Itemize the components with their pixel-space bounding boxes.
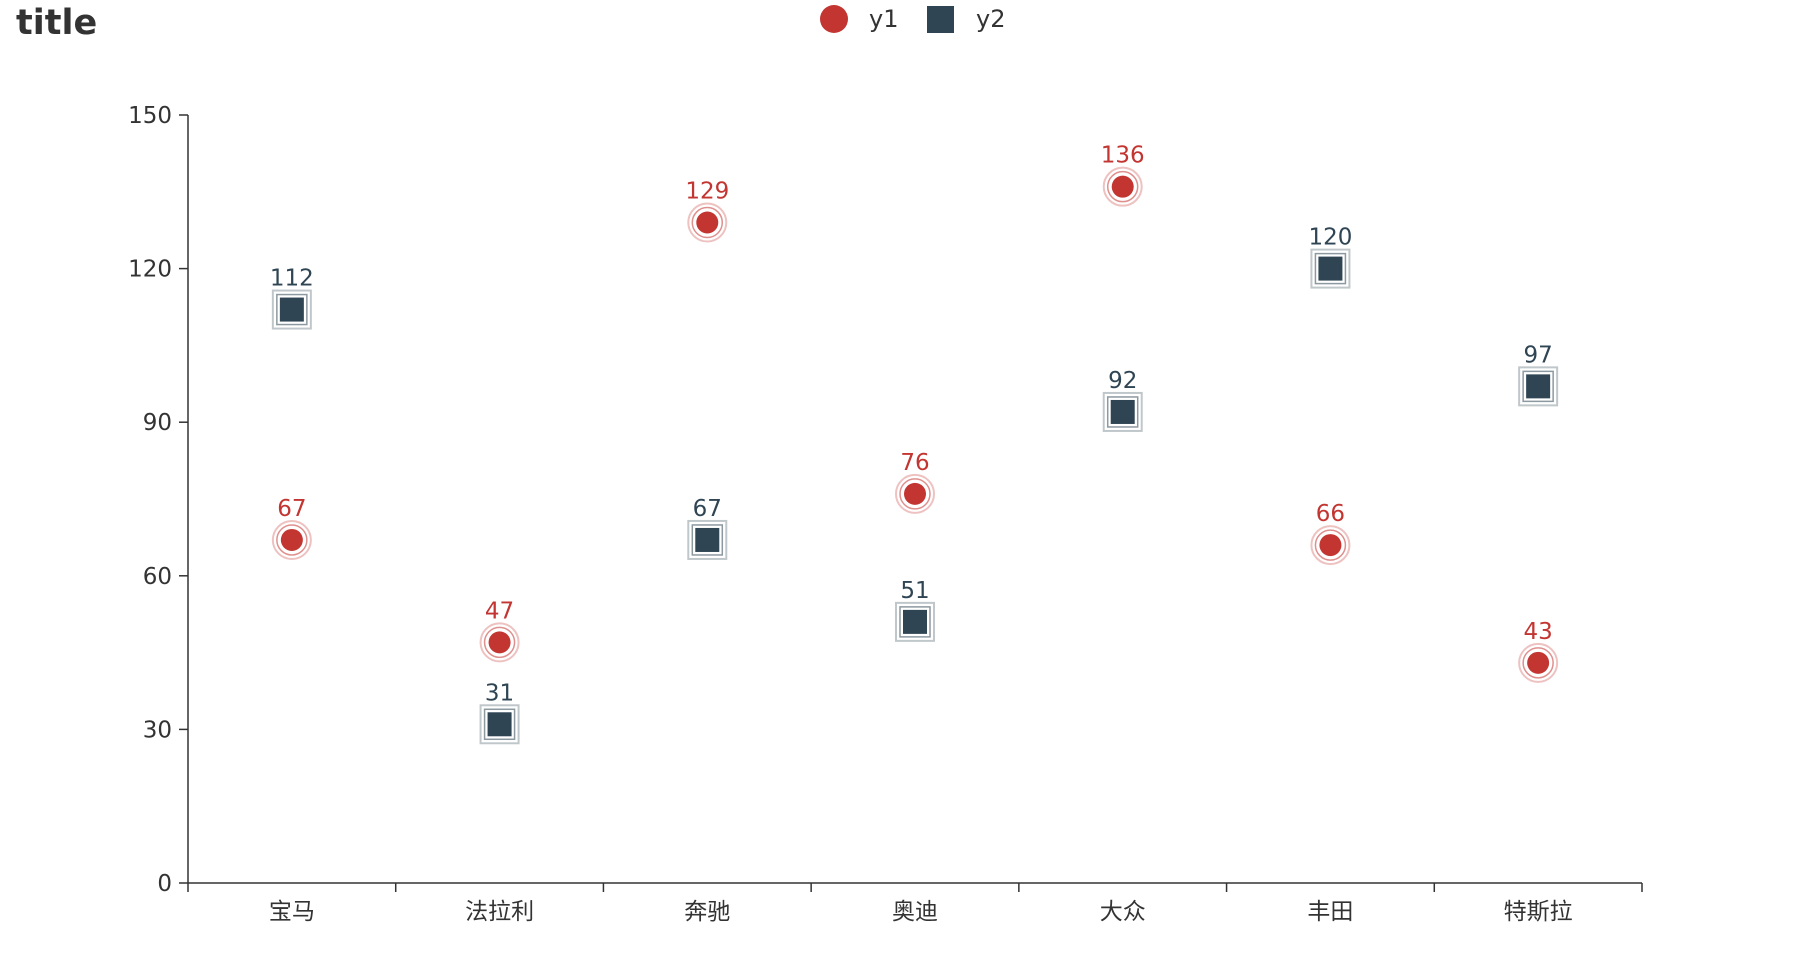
chart-title: title: [16, 3, 97, 43]
legend-label: y1: [869, 5, 898, 33]
y-tick-label: 120: [128, 257, 172, 283]
point-halo: [483, 626, 516, 659]
data-point-y1[interactable]: 76: [895, 450, 935, 514]
point-square-marker: [903, 609, 927, 634]
data-label: 92: [1108, 368, 1137, 394]
data-point-y1[interactable]: 47: [479, 598, 520, 663]
point-square-marker: [1318, 256, 1343, 281]
data-label: 120: [1308, 225, 1352, 251]
point-halo: [1106, 396, 1139, 428]
point-halo: [479, 622, 520, 663]
data-label: 31: [485, 680, 514, 706]
point-halo: [895, 473, 935, 514]
x-axis: 宝马 法拉利 奔驰 奥迪 大众 丰田 特斯拉: [187, 882, 1643, 925]
data-point-y2[interactable]: 92: [1102, 368, 1143, 432]
series-y1: 67 47 129 76 136 66 43: [271, 143, 1559, 683]
legend-item-y1[interactable]: y1: [820, 5, 898, 33]
point-circle-marker: [1527, 651, 1550, 674]
data-point-y2[interactable]: 31: [479, 680, 520, 745]
point-halo: [899, 606, 931, 638]
point-halo: [687, 202, 728, 243]
point-halo: [1106, 170, 1139, 203]
point-halo: [1518, 366, 1559, 407]
point-halo: [276, 293, 308, 326]
data-point-y1[interactable]: 67: [271, 496, 312, 560]
point-square-marker: [1110, 399, 1135, 424]
point-halo: [479, 704, 520, 745]
point-square-marker: [487, 712, 512, 737]
point-circle-marker: [1319, 534, 1342, 557]
point-halo: [276, 524, 308, 556]
data-point-y1[interactable]: 136: [1101, 143, 1145, 207]
x-tick-label-宝马: 宝马: [269, 899, 315, 925]
x-tick-label-奥迪: 奥迪: [892, 899, 938, 925]
data-label: 66: [1316, 501, 1345, 527]
x-tick-label-丰田: 丰田: [1307, 899, 1353, 925]
point-halo: [1522, 370, 1554, 403]
point-square-marker: [279, 297, 304, 322]
x-tick-label-奔驰: 奔驰: [684, 899, 730, 925]
point-halo: [483, 708, 516, 741]
point-square-marker: [695, 527, 720, 552]
point-halo: [895, 601, 935, 642]
point-halo: [1102, 166, 1143, 207]
point-halo: [271, 289, 312, 330]
data-label: 136: [1101, 143, 1145, 169]
data-point-y2[interactable]: 51: [895, 578, 935, 642]
data-label: 67: [277, 496, 306, 522]
point-circle-marker: [1111, 175, 1134, 198]
data-point-y2[interactable]: 112: [270, 266, 314, 330]
data-label: 112: [270, 266, 314, 292]
data-label: 129: [685, 179, 729, 205]
x-tick-label-特斯拉: 特斯拉: [1504, 899, 1573, 925]
point-halo: [1314, 252, 1347, 285]
point-circle-marker: [904, 482, 926, 505]
point-halo: [1310, 248, 1351, 289]
legend-circle-icon: [820, 5, 848, 33]
y-tick-label: 150: [128, 103, 172, 129]
legend-item-y2[interactable]: y2: [927, 5, 1005, 33]
data-point-y1[interactable]: 129: [685, 179, 729, 243]
plot-area: 67 47 129 76 136 66 43 112 31 67 51 92 120 97: [270, 143, 1559, 745]
y-tick-label: 0: [157, 871, 172, 897]
legend-label: y2: [976, 5, 1005, 33]
data-point-y2[interactable]: 120: [1308, 225, 1352, 289]
data-label: 97: [1524, 342, 1553, 368]
point-halo: [1310, 525, 1351, 566]
data-label: 47: [485, 598, 514, 624]
x-tick-label-大众: 大众: [1100, 899, 1146, 925]
data-label: 76: [900, 450, 929, 476]
y-tick-label: 30: [143, 717, 172, 743]
point-halo: [1518, 642, 1559, 683]
data-point-y2[interactable]: 97: [1518, 342, 1559, 407]
data-point-y1[interactable]: 66: [1310, 501, 1351, 566]
x-tick-label-法拉利: 法拉利: [465, 899, 534, 925]
data-point-y2[interactable]: 67: [687, 496, 728, 560]
point-halo: [687, 519, 728, 560]
point-circle-marker: [280, 528, 303, 551]
data-label: 67: [693, 496, 722, 522]
y-tick-label: 60: [143, 564, 172, 590]
y-axis: 0 30 60 90 120 150: [128, 103, 189, 897]
data-label: 51: [900, 578, 929, 604]
point-circle-marker: [488, 631, 511, 654]
point-halo: [1522, 647, 1554, 679]
legend-square-icon: [927, 6, 954, 33]
point-halo: [1102, 391, 1143, 432]
point-circle-marker: [696, 211, 719, 234]
point-halo: [899, 478, 931, 510]
point-halo: [691, 524, 724, 556]
series-y2: 112 31 67 51 92 120 97: [270, 225, 1559, 745]
point-halo: [271, 519, 312, 560]
point-square-marker: [1526, 374, 1551, 399]
legend: y1 y2: [820, 5, 1005, 33]
y-tick-label: 90: [143, 410, 172, 436]
data-point-y1[interactable]: 43: [1518, 619, 1559, 683]
data-label: 43: [1524, 619, 1553, 645]
point-halo: [1314, 529, 1347, 561]
point-halo: [691, 206, 724, 239]
